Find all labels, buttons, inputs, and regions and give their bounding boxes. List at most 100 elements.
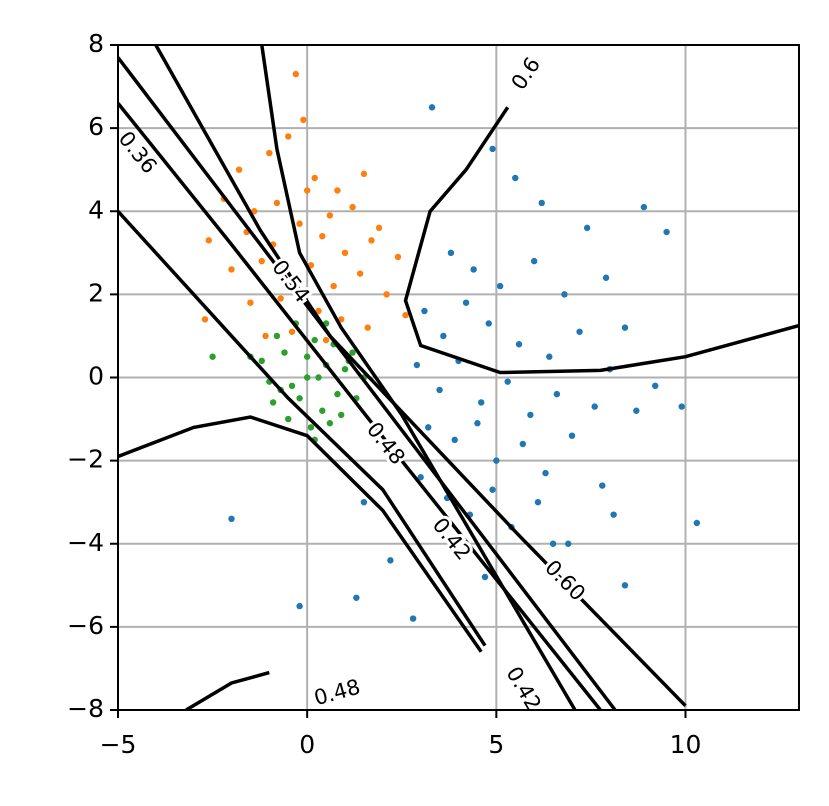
scatter-point bbox=[266, 149, 273, 157]
scatter-point bbox=[387, 557, 394, 564]
scatter-point bbox=[583, 224, 591, 232]
scatter-point bbox=[311, 336, 318, 344]
scatter-point bbox=[303, 353, 311, 360]
scatter-point bbox=[375, 224, 383, 232]
scatter-point bbox=[338, 411, 345, 419]
scatter-point bbox=[273, 332, 281, 340]
scatter-point bbox=[599, 482, 606, 489]
scatter-point bbox=[440, 332, 447, 340]
scatter-point bbox=[447, 249, 455, 257]
scatter-point bbox=[568, 432, 576, 439]
contour-label: 0.48 bbox=[311, 675, 362, 711]
x-tick-label: −5 bbox=[100, 730, 137, 759]
scatter-point bbox=[315, 307, 322, 315]
scatter-point bbox=[489, 145, 496, 153]
scatter-point bbox=[296, 220, 303, 227]
scatter-point bbox=[621, 582, 629, 589]
scatter-point bbox=[303, 374, 311, 381]
y-tick-label: −6 bbox=[67, 611, 104, 640]
scatter-point bbox=[360, 498, 368, 506]
scatter-point bbox=[565, 540, 572, 547]
scatter-point bbox=[436, 386, 443, 394]
scatter-point bbox=[519, 440, 527, 448]
scatter-point bbox=[610, 511, 617, 518]
scatter-point bbox=[288, 328, 296, 335]
scatter-point bbox=[496, 282, 504, 290]
scatter-point bbox=[247, 299, 254, 306]
scatter-point bbox=[515, 341, 523, 348]
scatter-point bbox=[319, 232, 326, 240]
y-tick-label: 2 bbox=[88, 278, 104, 307]
scatter-point bbox=[288, 382, 296, 390]
scatter-point bbox=[451, 436, 458, 444]
x-tick-label: 0 bbox=[299, 730, 315, 759]
scatter-point bbox=[201, 316, 209, 323]
scatter-point bbox=[277, 295, 284, 302]
scatter-point bbox=[402, 311, 409, 319]
scatter-point bbox=[394, 253, 402, 261]
scatter-point bbox=[209, 353, 216, 360]
scatter-point bbox=[470, 266, 477, 273]
scatter-point bbox=[527, 411, 534, 419]
scatter-point bbox=[285, 133, 292, 140]
axes: −5 0 5 10 −8 −6 −4 −2 0 2 4 6 8 bbox=[67, 29, 701, 759]
scatter-point bbox=[228, 515, 235, 523]
scatter-point bbox=[417, 474, 424, 481]
scatter-point bbox=[591, 403, 598, 410]
scatter-point bbox=[512, 174, 519, 182]
y-tick-label: 4 bbox=[88, 195, 104, 224]
contour-label: 0.36 bbox=[114, 127, 162, 178]
scatter-point bbox=[383, 291, 390, 298]
scatter-point bbox=[356, 270, 364, 277]
contour-line bbox=[118, 56, 617, 710]
scatter-point bbox=[322, 336, 330, 344]
scatter-point bbox=[228, 266, 235, 273]
scatter-point bbox=[341, 249, 349, 257]
scatter-point bbox=[296, 602, 303, 610]
scatter-point bbox=[258, 357, 265, 365]
contour-line bbox=[403, 106, 799, 375]
scatter-point bbox=[640, 203, 648, 211]
scatter-point bbox=[300, 116, 307, 124]
scatter-point bbox=[678, 403, 685, 410]
scatter-point bbox=[553, 390, 561, 398]
scatter-point bbox=[546, 353, 553, 360]
scatter-point bbox=[462, 299, 470, 306]
scatter-point bbox=[425, 424, 432, 431]
scatter-point bbox=[235, 166, 243, 173]
scatter-point bbox=[538, 199, 545, 207]
y-tick-label: −4 bbox=[67, 528, 104, 557]
scatter-point bbox=[493, 457, 500, 464]
scatter-point bbox=[292, 70, 300, 78]
scatter-point bbox=[549, 540, 557, 547]
scatter-point bbox=[334, 390, 341, 398]
scatter-point bbox=[353, 594, 360, 601]
scatter-point bbox=[633, 407, 640, 414]
scatter-point bbox=[205, 237, 212, 244]
scatter-point bbox=[428, 104, 436, 111]
scatter-point bbox=[281, 349, 288, 356]
scatter-point bbox=[269, 399, 277, 406]
scatter-point bbox=[481, 573, 489, 581]
scatter-point bbox=[534, 498, 542, 506]
y-tick-label: 0 bbox=[88, 362, 104, 391]
scatter-point bbox=[258, 257, 265, 265]
contour-line bbox=[185, 670, 270, 710]
scatter-point bbox=[421, 307, 428, 315]
scatter-point bbox=[364, 324, 371, 331]
scatter-point bbox=[334, 187, 341, 194]
scatter-point bbox=[251, 208, 258, 215]
scatter-point bbox=[621, 324, 629, 331]
contour-label: 0.42 bbox=[501, 662, 545, 714]
scatter-point bbox=[489, 486, 496, 493]
x-tick-label: 10 bbox=[670, 730, 702, 759]
scatter-point bbox=[341, 365, 349, 373]
scatter-point bbox=[326, 212, 334, 219]
scatter-point bbox=[349, 203, 356, 211]
grid bbox=[117, 44, 799, 711]
scatter-point bbox=[296, 395, 303, 402]
scatter-point bbox=[478, 399, 485, 406]
x-tick-label: 5 bbox=[488, 730, 504, 759]
